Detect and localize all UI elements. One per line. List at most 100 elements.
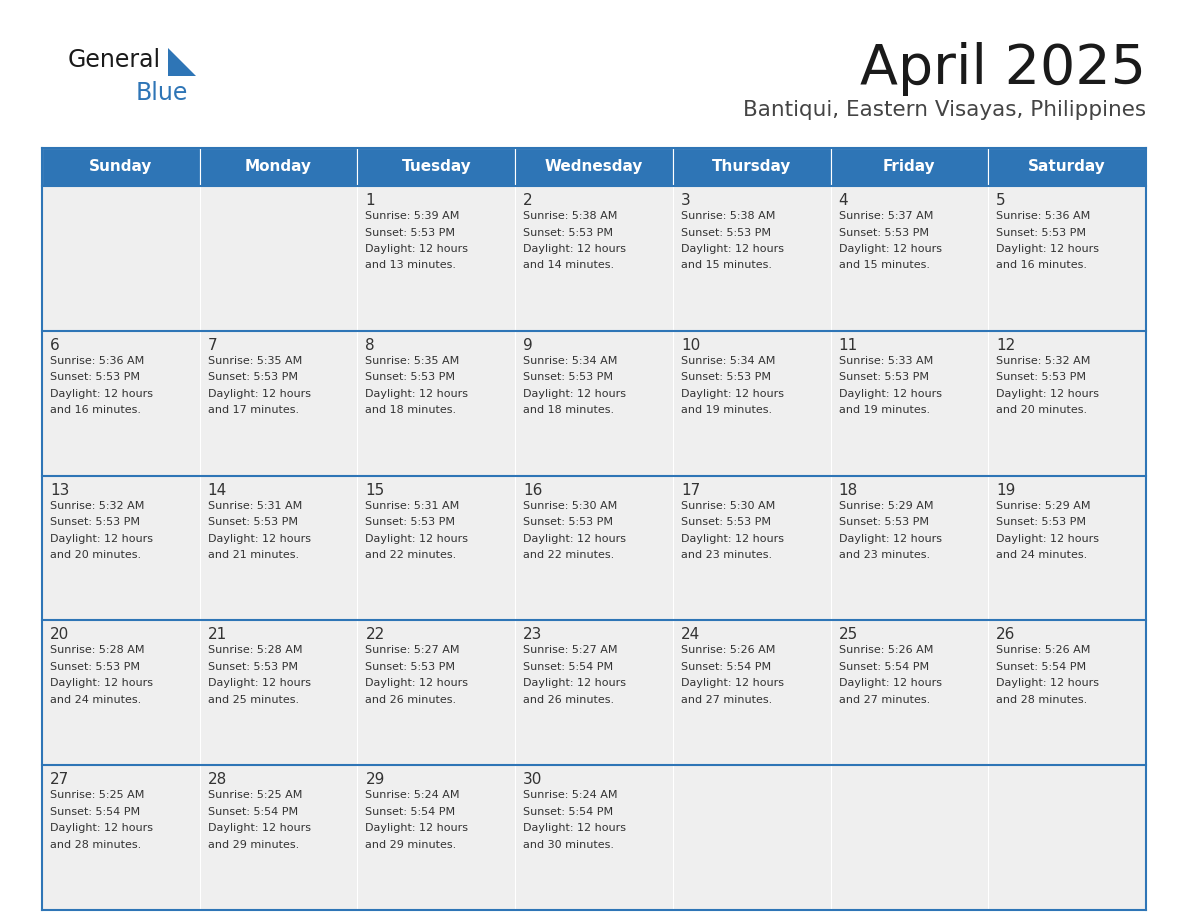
Text: Sunset: 5:53 PM: Sunset: 5:53 PM [50,373,140,382]
Text: 1: 1 [366,193,375,208]
Text: Daylight: 12 hours: Daylight: 12 hours [50,533,153,543]
Bar [672,766,830,910]
Text: Daylight: 12 hours: Daylight: 12 hours [366,389,468,398]
Text: Sunset: 5:53 PM: Sunset: 5:53 PM [997,228,1086,238]
Text: 11: 11 [839,338,858,353]
Text: Sunrise: 5:31 AM: Sunrise: 5:31 AM [366,500,460,510]
Polygon shape [168,48,196,76]
Text: 16: 16 [523,483,543,498]
Text: Sunset: 5:53 PM: Sunset: 5:53 PM [839,228,929,238]
Bar [988,766,1146,910]
Text: Sunrise: 5:30 AM: Sunrise: 5:30 AM [681,500,775,510]
Text: 24: 24 [681,627,700,643]
Text: Bantiqui, Eastern Visayas, Philippines: Bantiqui, Eastern Visayas, Philippines [742,100,1146,120]
Text: Sunset: 5:54 PM: Sunset: 5:54 PM [997,662,1086,672]
Text: Sunset: 5:53 PM: Sunset: 5:53 PM [366,373,455,382]
Bar [672,476,830,621]
Text: Daylight: 12 hours: Daylight: 12 hours [50,823,153,834]
Text: Sunset: 5:54 PM: Sunset: 5:54 PM [839,662,929,672]
Text: Sunset: 5:54 PM: Sunset: 5:54 PM [523,662,613,672]
Bar [830,621,988,766]
Text: Daylight: 12 hours: Daylight: 12 hours [208,533,311,543]
Bar [672,621,830,766]
Text: 29: 29 [366,772,385,788]
Text: Daylight: 12 hours: Daylight: 12 hours [997,533,1099,543]
Text: Daylight: 12 hours: Daylight: 12 hours [997,678,1099,688]
Text: Sunrise: 5:34 AM: Sunrise: 5:34 AM [681,356,776,365]
Text: and 14 minutes.: and 14 minutes. [523,261,614,271]
Text: Daylight: 12 hours: Daylight: 12 hours [523,533,626,543]
Text: Daylight: 12 hours: Daylight: 12 hours [839,533,942,543]
Text: Sunrise: 5:35 AM: Sunrise: 5:35 AM [366,356,460,365]
Text: 23: 23 [523,627,543,643]
Bar [42,476,200,621]
Bar [988,621,1146,766]
Text: Sunrise: 5:34 AM: Sunrise: 5:34 AM [523,356,618,365]
Text: and 26 minutes.: and 26 minutes. [523,695,614,705]
Text: 20: 20 [50,627,69,643]
Text: Sunrise: 5:37 AM: Sunrise: 5:37 AM [839,211,933,221]
Text: Sunrise: 5:26 AM: Sunrise: 5:26 AM [997,645,1091,655]
Text: Sunrise: 5:28 AM: Sunrise: 5:28 AM [208,645,302,655]
Text: Daylight: 12 hours: Daylight: 12 hours [681,678,784,688]
Text: and 15 minutes.: and 15 minutes. [681,261,772,271]
Text: Sunrise: 5:27 AM: Sunrise: 5:27 AM [523,645,618,655]
Text: Daylight: 12 hours: Daylight: 12 hours [523,823,626,834]
Text: and 20 minutes.: and 20 minutes. [50,550,141,560]
Text: Sunrise: 5:32 AM: Sunrise: 5:32 AM [997,356,1091,365]
Text: and 29 minutes.: and 29 minutes. [208,840,299,850]
Text: 6: 6 [50,338,59,353]
Text: Daylight: 12 hours: Daylight: 12 hours [997,244,1099,254]
Text: 8: 8 [366,338,375,353]
Text: and 17 minutes.: and 17 minutes. [208,406,299,415]
Bar [830,476,988,621]
Text: Sunrise: 5:38 AM: Sunrise: 5:38 AM [681,211,776,221]
Text: Saturday: Saturday [1029,160,1106,174]
Text: and 26 minutes.: and 26 minutes. [366,695,456,705]
Bar [830,186,988,330]
Text: 15: 15 [366,483,385,498]
Bar [200,186,358,330]
Text: Sunset: 5:53 PM: Sunset: 5:53 PM [681,228,771,238]
Text: Sunrise: 5:36 AM: Sunrise: 5:36 AM [997,211,1091,221]
Bar [358,330,516,476]
Bar [42,148,200,186]
Text: Sunset: 5:53 PM: Sunset: 5:53 PM [839,517,929,527]
Text: 7: 7 [208,338,217,353]
Text: Sunrise: 5:35 AM: Sunrise: 5:35 AM [208,356,302,365]
Text: Sunset: 5:53 PM: Sunset: 5:53 PM [681,373,771,382]
Text: 12: 12 [997,338,1016,353]
Text: 28: 28 [208,772,227,788]
Text: Sunset: 5:53 PM: Sunset: 5:53 PM [523,517,613,527]
Bar [988,186,1146,330]
Text: Sunset: 5:53 PM: Sunset: 5:53 PM [681,517,771,527]
Bar [358,621,516,766]
Text: 26: 26 [997,627,1016,643]
Bar [516,476,672,621]
Text: and 25 minutes.: and 25 minutes. [208,695,299,705]
Bar [42,766,200,910]
Text: Sunset: 5:54 PM: Sunset: 5:54 PM [50,807,140,817]
Text: Sunset: 5:53 PM: Sunset: 5:53 PM [50,517,140,527]
Text: General: General [68,48,162,72]
Text: Daylight: 12 hours: Daylight: 12 hours [681,244,784,254]
Text: Friday: Friday [883,160,936,174]
Bar [672,148,830,186]
Text: Sunset: 5:53 PM: Sunset: 5:53 PM [366,228,455,238]
Text: Blue: Blue [135,81,189,105]
Text: Sunset: 5:54 PM: Sunset: 5:54 PM [208,807,298,817]
Text: 18: 18 [839,483,858,498]
Text: Sunrise: 5:24 AM: Sunrise: 5:24 AM [366,790,460,800]
Text: and 22 minutes.: and 22 minutes. [523,550,614,560]
Text: Sunrise: 5:38 AM: Sunrise: 5:38 AM [523,211,618,221]
Text: Sunset: 5:54 PM: Sunset: 5:54 PM [681,662,771,672]
Text: Sunset: 5:53 PM: Sunset: 5:53 PM [366,662,455,672]
Text: and 23 minutes.: and 23 minutes. [681,550,772,560]
Text: and 13 minutes.: and 13 minutes. [366,261,456,271]
Text: and 19 minutes.: and 19 minutes. [839,406,930,415]
Text: 25: 25 [839,627,858,643]
Text: Sunrise: 5:26 AM: Sunrise: 5:26 AM [681,645,776,655]
Text: and 21 minutes.: and 21 minutes. [208,550,299,560]
Text: Daylight: 12 hours: Daylight: 12 hours [208,389,311,398]
Text: Sunset: 5:53 PM: Sunset: 5:53 PM [997,517,1086,527]
